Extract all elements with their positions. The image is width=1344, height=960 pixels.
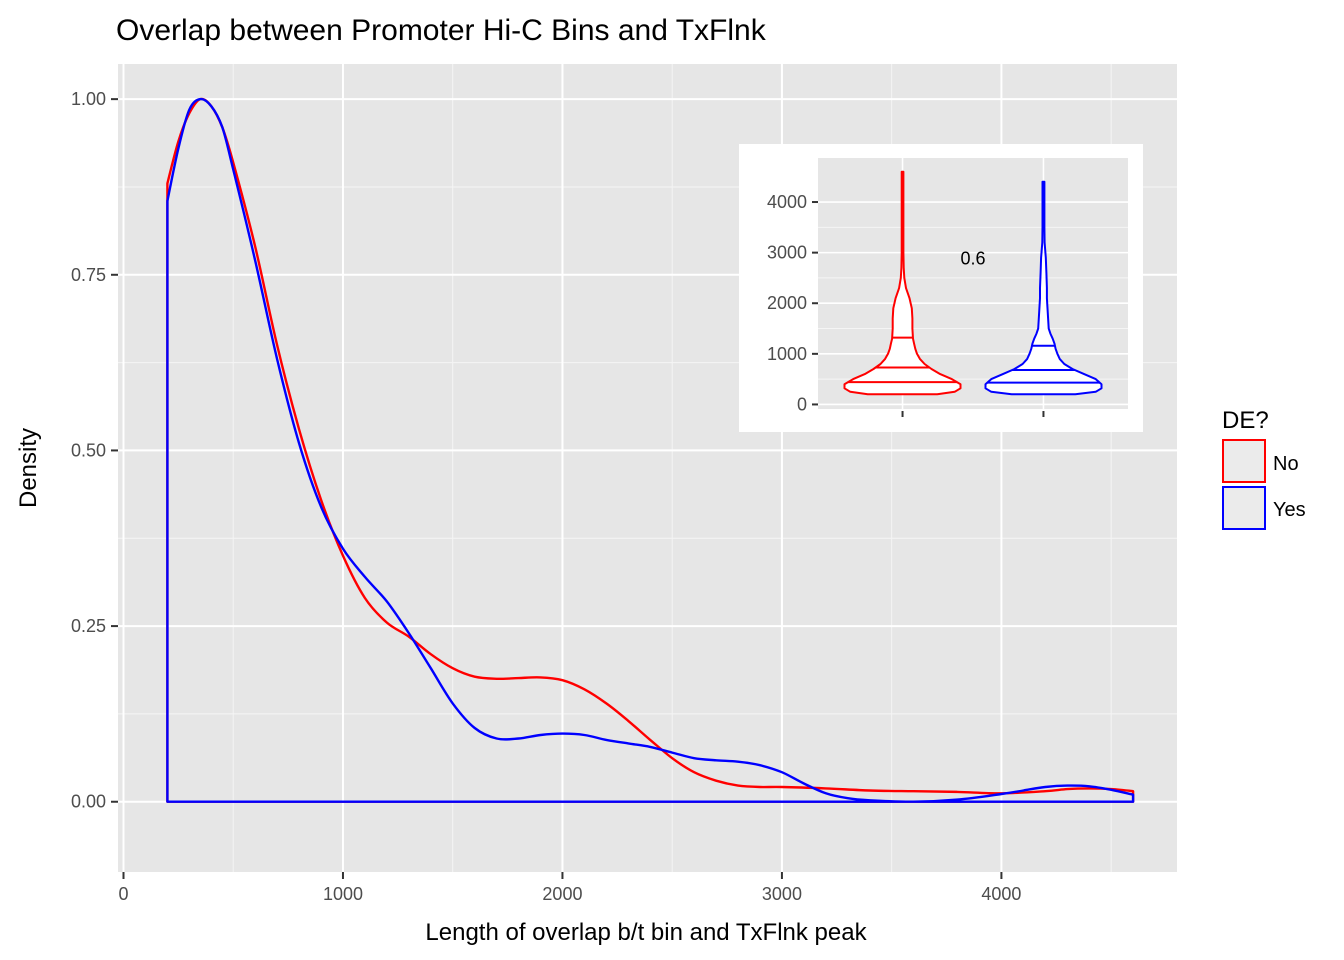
violin-no	[843, 170, 962, 396]
y-tick-label: 0.50	[71, 440, 106, 460]
legend-key-yes	[1222, 486, 1266, 530]
legend-key-no	[1222, 439, 1266, 483]
y-tick-label: 0.75	[71, 265, 106, 285]
chart-title: Overlap between Promoter Hi-C Bins and T…	[116, 14, 767, 47]
legend: DE? No Yes	[1222, 407, 1306, 530]
inset-y-tick-label: 2000	[767, 293, 807, 313]
y-axis-label: Density	[15, 428, 42, 508]
x-tick-label: 4000	[981, 884, 1021, 904]
violin-yes	[984, 180, 1103, 396]
legend-title: DE?	[1222, 407, 1269, 434]
y-tick-label: 1.00	[71, 89, 106, 109]
inset-y-tick-label: 4000	[767, 192, 807, 212]
density-line-no	[166, 97, 1135, 803]
x-tick-label: 2000	[542, 884, 582, 904]
y-tick-label: 0.00	[71, 792, 106, 812]
inset-y-tick-label: 1000	[767, 344, 807, 364]
x-tick-label: 3000	[762, 884, 802, 904]
y-tick-label: 0.25	[71, 616, 106, 636]
inset-violin-plot: 0 1000 2000 3000 4000 0.6	[739, 144, 1143, 432]
inset-annotation: 0.6	[960, 249, 985, 269]
inset-y-tick-label: 0	[797, 394, 807, 414]
inset-plot-background	[818, 158, 1128, 409]
legend-label-yes: Yes	[1273, 499, 1306, 521]
x-axis-label: Length of overlap b/t bin and TxFlnk pea…	[425, 919, 867, 946]
legend-label-no: No	[1273, 453, 1299, 475]
x-tick-label: 1000	[323, 884, 363, 904]
inset-y-tick-label: 3000	[767, 243, 807, 263]
density-line-yes	[166, 97, 1135, 803]
x-tick-label: 0	[118, 884, 128, 904]
